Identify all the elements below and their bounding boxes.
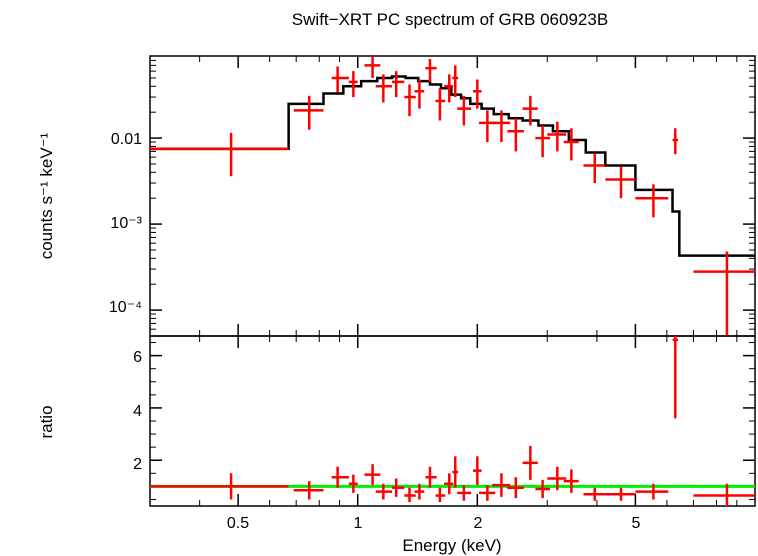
ratio-point [457,485,472,501]
ratio-point [331,466,349,488]
data-point [435,88,446,121]
data-point [605,166,636,199]
chart-title: Swift−XRT PC spectrum of GRB 060923B [292,10,608,29]
ratio-point [522,445,538,480]
ratio-point [150,473,289,500]
spectrum-data-points [150,56,755,336]
ratio-point [414,483,425,500]
data-point [547,121,567,152]
x-tick-label-1: 1 [354,515,363,532]
ratio-tick-label-2: 2 [133,456,142,473]
data-point [522,95,538,126]
data-point [693,251,755,336]
ratio-point [693,483,755,506]
ratio-point [563,469,579,493]
data-point [348,71,358,98]
x-tick-label-2: 2 [474,515,483,532]
ratio-point [348,474,358,493]
ratio-point [364,464,381,486]
ratio-point [375,483,393,500]
data-point [492,110,511,143]
ratio-point [507,477,524,499]
ratio-panel: 6 4 2 ratio 0.5 1 2 5 Energy (keV) [37,335,756,555]
data-point [672,128,679,155]
spectrum-frame [149,55,756,337]
ratio-point [583,487,606,501]
ratio-point [535,479,551,499]
data-point [414,79,425,109]
x-axis-label-energy: Energy (keV) [402,536,501,555]
ratio-point [404,487,416,503]
ratio-point [472,456,482,486]
x-tick-label-5: 5 [632,515,641,532]
y-axis-label-counts: counts s⁻¹ keV⁻¹ [37,132,56,259]
ratio-point [444,473,454,495]
data-point [404,84,416,117]
data-point [444,74,454,103]
data-point [583,153,606,184]
ratio-point [425,466,437,488]
ratio-point [605,487,636,501]
model-curve [150,75,755,257]
ratio-data-points [150,336,755,506]
data-point [535,125,551,158]
ratio-point [479,485,496,501]
data-point [425,59,437,82]
y-tick-label-1e-3: 10⁻³ [110,215,142,232]
ratio-tick-label-6: 6 [133,349,142,366]
data-point [452,65,459,98]
data-point [457,95,472,126]
ratio-point [452,456,459,488]
data-point [150,132,289,177]
y-tick-label-0.01: 0.01 [111,131,142,148]
spectrum-panel: 0.01 10⁻³ 10⁻⁴ counts s⁻¹ keV⁻¹ [37,55,756,337]
data-point [563,128,579,161]
ratio-point [672,336,679,419]
data-point [635,184,669,218]
ratio-point [435,487,446,503]
spectrum-ticks [149,55,755,337]
data-point [507,118,524,152]
ratio-ticks [149,336,755,506]
data-point [375,74,393,103]
model-step-line [150,75,755,257]
ratio-frame [149,335,756,507]
ratio-point [492,473,511,497]
data-point [392,71,405,98]
data-point [293,95,324,130]
ratio-point [635,483,669,500]
data-point [364,56,381,78]
data-point [472,79,482,109]
ratio-point [293,481,324,500]
y-axis-label-ratio: ratio [37,405,56,438]
data-point [331,66,349,93]
ratio-tick-label-4: 4 [133,403,142,420]
x-tick-label-0.5: 0.5 [227,515,249,532]
y-tick-label-1e-4: 10⁻⁴ [109,299,142,316]
ratio-point [392,478,405,497]
ratio-point [547,466,567,491]
